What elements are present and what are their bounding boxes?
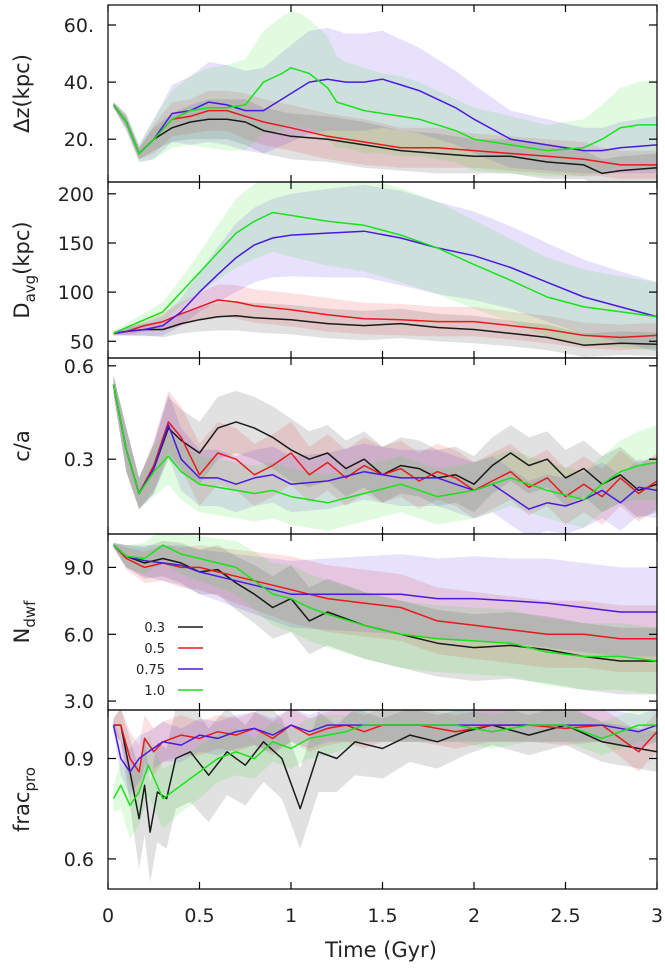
y-tick-label: 6.0: [64, 624, 94, 646]
x-tick-label: 0: [102, 905, 114, 927]
y-tick-label: 100: [58, 282, 94, 304]
series-line-0.75: [113, 544, 657, 613]
y-tick-label: 0.9: [64, 749, 94, 771]
legend-label: 0.5: [144, 642, 165, 657]
y-tick-label: 150: [58, 233, 94, 255]
panel-5-plot-area: [112, 710, 657, 883]
x-tick-label: 2: [468, 905, 480, 927]
series-line-0.3: [113, 314, 657, 346]
x-tick-label: 2.5: [550, 905, 580, 927]
series-line-0.75: [112, 724, 657, 773]
panel-1-y-label: Δz(kpc): [10, 54, 34, 133]
series-line-0.3: [112, 104, 657, 175]
series-line-0.5: [112, 384, 657, 498]
panel-3-plot-area: [112, 375, 657, 534]
y-tick-label: 0.6: [64, 849, 94, 871]
panel-4-plot-area: [112, 534, 657, 695]
band-0.75: [113, 27, 657, 174]
series-line-1.0: [113, 211, 657, 335]
panel-1: 20. 40. 60. Δz(kpc): [10, 4, 658, 183]
band-0.5: [113, 375, 657, 525]
panel-2-y-label: Davg(kpc): [10, 221, 39, 318]
band-0.5: [113, 542, 657, 673]
band-0.75: [113, 542, 657, 657]
panel-2: 50 100 150 200 Davg(kpc): [10, 181, 658, 359]
legend-label: 0.75: [136, 663, 165, 678]
y-tick-label: 50: [70, 331, 94, 353]
y-tick-label: 3.0: [64, 691, 94, 713]
band-0.3: [113, 710, 657, 883]
band-1.0: [113, 10, 657, 177]
y-tick-label: 40.: [64, 72, 94, 94]
band-0.5: [113, 90, 657, 180]
series-line-0.3: [113, 724, 657, 833]
panel-4: 3.0 6.0 9.0 Ndwf: [10, 533, 658, 713]
x-axis-label: Time (Gyr): [324, 938, 437, 962]
band-0.75: [113, 710, 657, 796]
band-0.3: [113, 99, 657, 182]
band-0.3: [113, 301, 657, 357]
panel-2-plot-area: [113, 182, 657, 357]
series-line-0.75: [112, 78, 657, 155]
x-tick-label: 0.5: [184, 905, 214, 927]
y-tick-label: 0.3: [64, 449, 94, 471]
series-line-1.0: [113, 544, 657, 662]
y-tick-label: 20.: [64, 129, 94, 151]
y-tick-label: 0.6: [64, 356, 94, 378]
series-line-0.75: [113, 230, 657, 335]
x-tick-label: 1: [285, 905, 297, 927]
panel-3: 0.3 0.6 c/a: [10, 356, 658, 535]
panel-5: 0.6 0.9 fracpro: [10, 709, 658, 890]
panel-4-y-label: Ndwf: [10, 600, 39, 644]
band-0.75: [113, 375, 657, 534]
series-line-0.5: [112, 544, 657, 640]
series-line-1.0: [112, 384, 657, 504]
series-line-1.0: [112, 724, 657, 807]
band-1.0: [113, 710, 657, 839]
y-tick-label: 200: [58, 184, 94, 206]
x-tick-label: 3: [651, 905, 663, 927]
band-0.5: [113, 284, 657, 351]
band-0.3: [113, 375, 657, 519]
panels: 20.40.60.Δz(kpc)50100150200Davg(kpc)0.30…: [10, 4, 663, 927]
legend: 0.3 0.5 0.75 1.0: [136, 621, 203, 699]
panel-5-y-label: fracpro: [10, 767, 39, 832]
band-1.0: [113, 534, 657, 695]
series-line-0.75: [112, 384, 657, 510]
y-tick-label: 9.0: [64, 557, 94, 579]
series-line-0.5: [113, 299, 657, 339]
band-0.5: [113, 710, 657, 799]
legend-label: 1.0: [144, 684, 165, 699]
series-line-1.0: [112, 67, 657, 155]
legend-label: 0.3: [144, 621, 165, 636]
band-0.75: [113, 184, 657, 352]
y-tick-label: 60.: [64, 15, 94, 37]
panel-1-plot-area: [112, 10, 657, 182]
x-tick-label: 1.5: [367, 905, 397, 927]
panel-3-y-label: c/a: [10, 430, 34, 462]
